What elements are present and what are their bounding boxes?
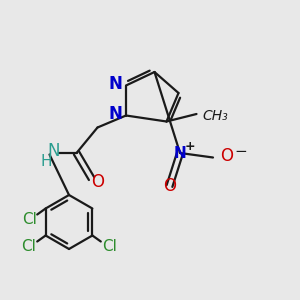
Text: Cl: Cl xyxy=(102,239,117,254)
Text: Cl: Cl xyxy=(21,239,36,254)
Text: +: + xyxy=(184,140,195,153)
Text: CH₃: CH₃ xyxy=(202,109,228,122)
Text: N: N xyxy=(174,146,186,160)
Text: −: − xyxy=(234,144,247,159)
Text: N: N xyxy=(109,105,122,123)
Text: Cl: Cl xyxy=(22,212,37,227)
Text: N: N xyxy=(109,75,122,93)
Text: N: N xyxy=(48,142,60,160)
Text: O: O xyxy=(163,177,176,195)
Text: O: O xyxy=(220,147,233,165)
Text: H: H xyxy=(41,154,52,169)
Text: O: O xyxy=(91,173,104,191)
